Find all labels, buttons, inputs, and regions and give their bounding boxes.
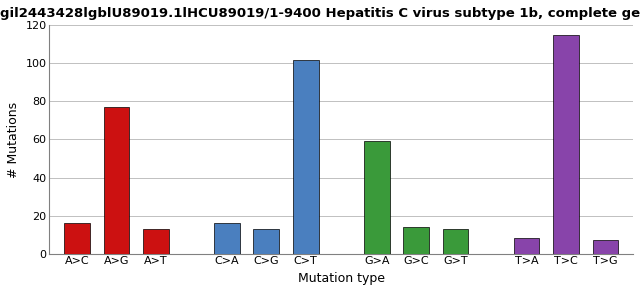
Bar bbox=[214, 223, 240, 254]
Bar bbox=[293, 60, 319, 254]
Bar bbox=[104, 107, 129, 254]
Bar bbox=[593, 240, 618, 254]
Y-axis label: # Mutations: # Mutations bbox=[7, 101, 20, 178]
Bar bbox=[443, 229, 468, 254]
Bar bbox=[514, 239, 540, 254]
Bar bbox=[364, 141, 390, 254]
Bar bbox=[253, 229, 279, 254]
Bar bbox=[403, 227, 429, 254]
Bar bbox=[64, 223, 90, 254]
X-axis label: Mutation type: Mutation type bbox=[298, 272, 385, 285]
Bar bbox=[553, 35, 579, 254]
Title: gil2443428lgblU89019.1lHCU89019/1-9400 Hepatitis C virus subtype 1b, complete ge: gil2443428lgblU89019.1lHCU89019/1-9400 H… bbox=[1, 7, 640, 20]
Bar bbox=[143, 229, 169, 254]
